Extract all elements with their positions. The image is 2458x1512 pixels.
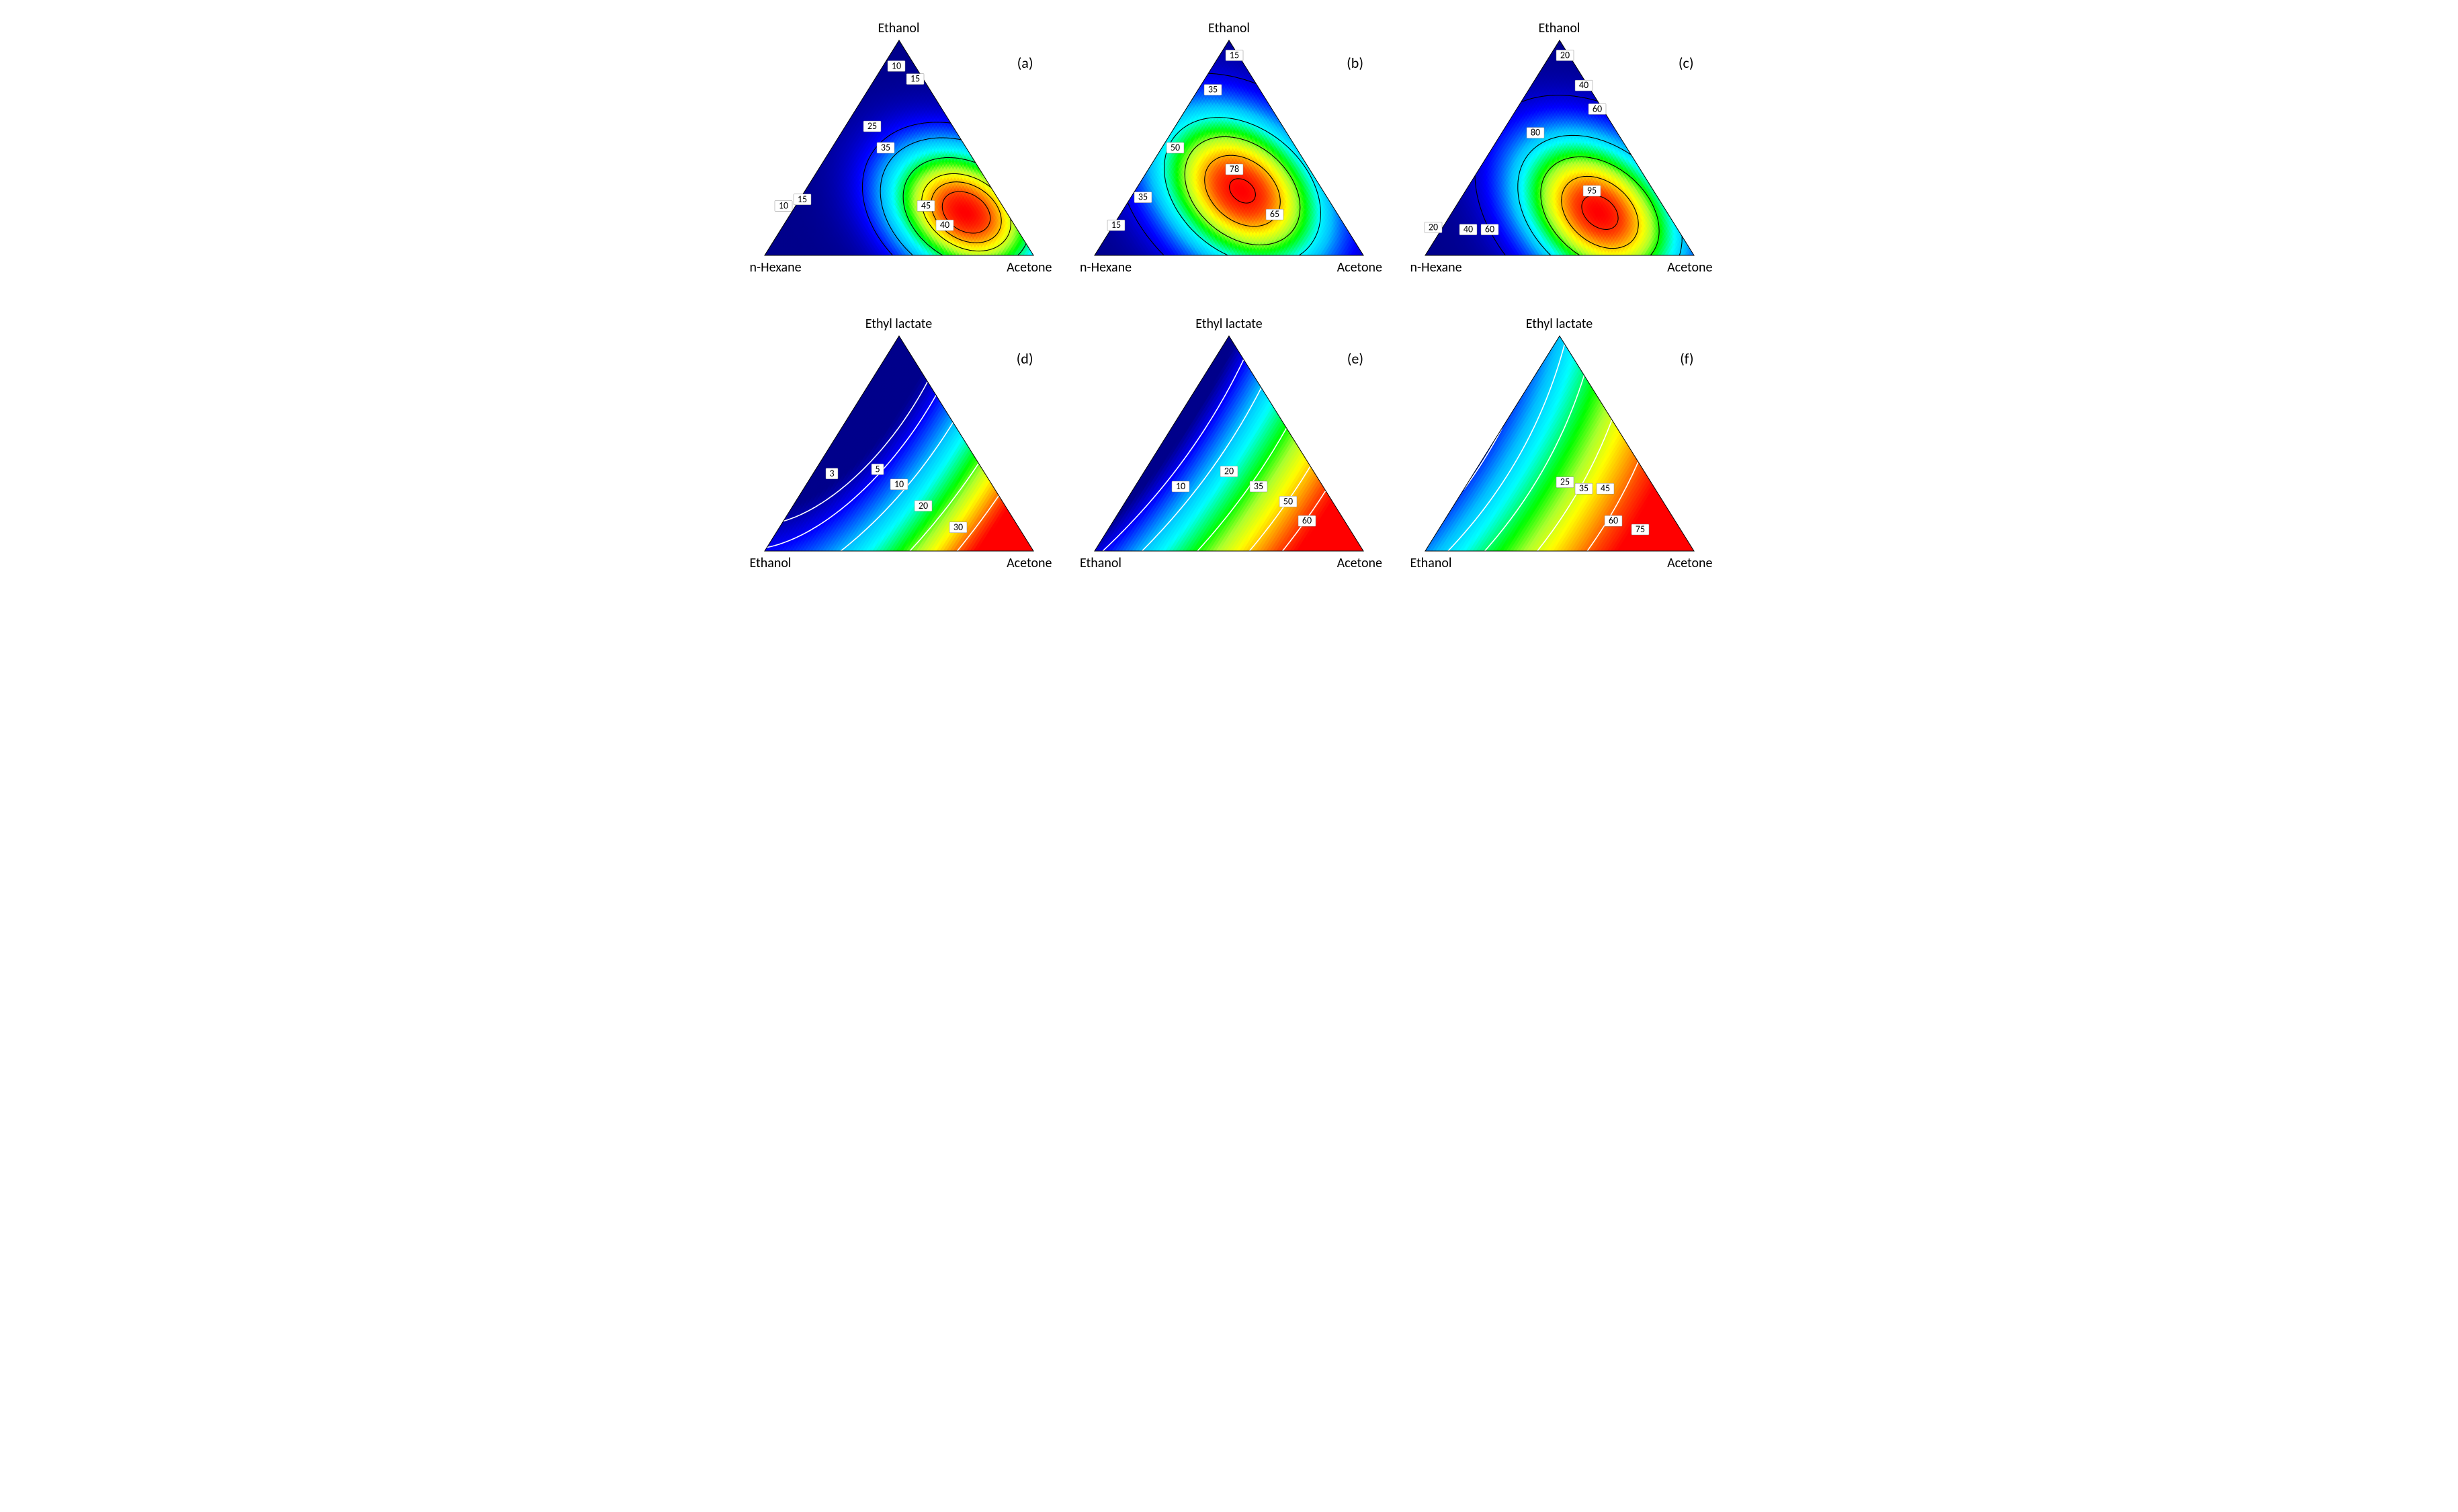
panel-letter: (d) xyxy=(1017,349,1033,368)
contour-label: 40 xyxy=(1463,224,1472,235)
contour-label: 10 xyxy=(778,200,788,211)
contour-label: 15 xyxy=(797,194,806,205)
contour-label: 78 xyxy=(1230,163,1239,175)
contour-label: 20 xyxy=(1428,221,1437,233)
panel-letter: (f) xyxy=(1680,349,1693,368)
contour-label: 30 xyxy=(953,521,962,533)
fill-layer xyxy=(765,336,1033,551)
contour-label: 75 xyxy=(1635,523,1644,535)
contour-label: 25 xyxy=(867,120,876,132)
vertex-label-top: Ethyl lactate xyxy=(1195,316,1262,332)
contour-label: 10 xyxy=(1176,480,1185,492)
panel-d: 3 5 10 20 30 Ethyl lactate Ethanol Acetone (d) xyxy=(745,309,1054,578)
vertex-label-right: Acetone xyxy=(1007,555,1052,571)
contour-label: 50 xyxy=(1283,495,1293,507)
figure: 1015253515104540Ethanoln-HexaneAcetone(a… xyxy=(738,0,1721,625)
vertex-label-top: Ethanol xyxy=(1539,20,1580,36)
panel-a: 10 15 25 35 15 10 45 40 Ethanol n-Hexane Acetone (a… xyxy=(745,13,1054,282)
contour-label: 35 xyxy=(1208,84,1218,95)
contour-label: 45 xyxy=(1600,482,1609,494)
contour-label: 65 xyxy=(1270,208,1279,220)
vertex-label-left: Ethanol xyxy=(1410,555,1452,571)
contour-label: 60 xyxy=(1608,515,1617,526)
vertex-label-left: n-Hexane xyxy=(1080,259,1132,276)
vertex-label-top: Ethyl lactate xyxy=(1526,316,1593,332)
panel-letter: (a) xyxy=(1017,54,1033,72)
contour-label: 20 xyxy=(1224,466,1234,477)
contour-label: 35 xyxy=(880,142,890,153)
contour-label: 40 xyxy=(1578,79,1588,91)
vertex-label-left: Ethanol xyxy=(1080,555,1121,571)
fill-layer xyxy=(1425,336,1694,551)
panel-e: 10 20 35 50 60 Ethyl lactate Ethanol Acetone (e) xyxy=(1074,309,1384,578)
contour-label: 35 xyxy=(1138,192,1148,203)
contour-label: 50 xyxy=(1171,142,1180,153)
panel-letter: (b) xyxy=(1347,54,1363,72)
panel-letter: (c) xyxy=(1679,54,1694,72)
contour-label: 80 xyxy=(1530,127,1539,138)
contour-label: 60 xyxy=(1302,515,1312,526)
vertex-label-right: Acetone xyxy=(1337,259,1382,276)
panel-f: 25 35 45 60 75 Ethyl lactate Ethanol Acetone (f) xyxy=(1405,309,1714,578)
panel-letter: (e) xyxy=(1347,349,1363,368)
vertex-label-top: Ethyl lactate xyxy=(865,316,932,332)
fill-layer xyxy=(765,40,1033,255)
contour-label: 60 xyxy=(1484,224,1494,235)
vertex-label-right: Acetone xyxy=(1337,555,1382,571)
contour-label: 95 xyxy=(1586,185,1596,196)
contour-label: 5 xyxy=(875,463,880,474)
contour-label: 10 xyxy=(891,60,900,71)
contour-label: 15 xyxy=(910,73,919,85)
contour-label: 20 xyxy=(918,500,927,511)
contour-label: 15 xyxy=(1111,219,1121,230)
vertex-label-top: Ethanol xyxy=(878,20,920,36)
fill-layer xyxy=(1095,40,1363,255)
contour-label: 15 xyxy=(1230,49,1239,60)
contour-label: 3 xyxy=(829,468,834,479)
contour-label: 20 xyxy=(1560,49,1569,60)
vertex-label-right: Acetone xyxy=(1007,259,1052,276)
row-2: 35102030Ethyl lactateEthanolAcetone(d) 1… xyxy=(745,309,1714,578)
panel-c: 20 40 60 80 95 20 40 60 Ethanol n-Hexane Acetone (c… xyxy=(1405,13,1714,282)
contour-label: 10 xyxy=(894,478,903,490)
vertex-label-top: Ethanol xyxy=(1208,20,1250,36)
row-1: 10 15 25 35 15 10 45 40 Ethanol n-Hexane Acetone (a… xyxy=(745,13,1714,282)
contour-label: 45 xyxy=(921,200,930,211)
vertex-label-left: Ethanol xyxy=(750,555,792,571)
contour-label: 35 xyxy=(1578,482,1588,494)
panel-b: 15 35 50 78 35 15 65 Ethanol n-Hexane Acetone (b) xyxy=(1074,13,1384,282)
vertex-label-left: n-Hexane xyxy=(750,259,802,276)
vertex-label-right: Acetone xyxy=(1667,259,1712,276)
contour-label: 35 xyxy=(1254,480,1263,492)
vertex-label-right: Acetone xyxy=(1667,555,1712,571)
contour-label: 25 xyxy=(1560,476,1569,488)
contour-label: 40 xyxy=(939,219,949,230)
contour-label: 60 xyxy=(1592,103,1601,114)
vertex-label-left: n-Hexane xyxy=(1410,259,1462,276)
